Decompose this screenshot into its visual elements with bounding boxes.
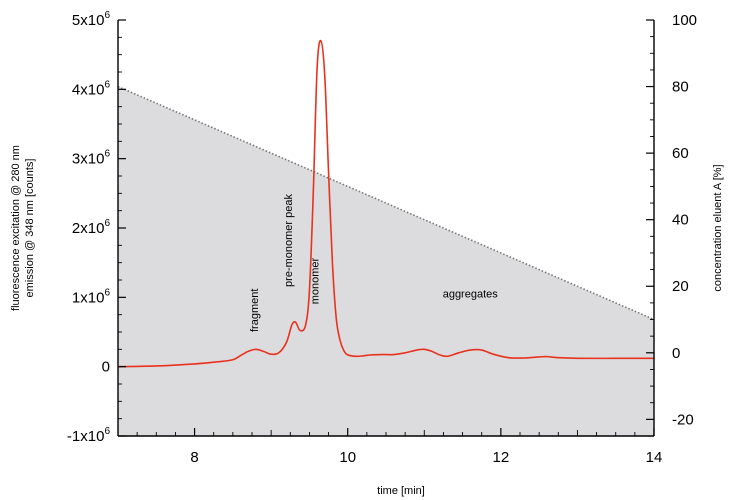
y-left-axis-label-line2: emission @ 348 nm [counts] <box>24 159 36 298</box>
y-right-axis-label: concentration eluent A [%] <box>712 164 724 291</box>
x-tick-label: 8 <box>190 449 198 466</box>
y-right-tick-label: 100 <box>672 12 697 29</box>
y-right-tick-label: 60 <box>672 145 689 162</box>
y-right-tick-label: 80 <box>672 79 689 96</box>
eluent-gradient-line <box>117 85 655 321</box>
peak-annotations: fragment pre-monomer peak monomer aggregate… <box>249 194 498 332</box>
y-left-axis-label-line1: fluorescence excitation @ 280 nm <box>10 145 22 311</box>
y-left-tick-label: 3x106 <box>72 149 111 168</box>
chart-axes: 8 10 12 14 -1x106 0 1x106 2x106 3x106 4x106 5x106 -… <box>67 10 697 466</box>
y-right-tick-label: -20 <box>672 411 694 428</box>
x-tick-label: 14 <box>646 449 663 466</box>
peak-annotation-label: pre-monomer peak <box>283 194 295 287</box>
fluorescence-trace-line <box>117 39 654 368</box>
y-left-tick-label: 4x106 <box>72 79 111 98</box>
y-right-tick-label: 20 <box>672 278 689 295</box>
y-right-tick-label: 0 <box>672 345 680 362</box>
y-left-tick-label: 5x106 <box>72 10 111 29</box>
x-axis-label: time [min] <box>377 485 425 497</box>
x-tick-label: 12 <box>493 449 510 466</box>
y-left-tick-label: 2x106 <box>72 218 111 237</box>
y-left-tick-label: 1x106 <box>72 287 111 306</box>
y-left-tick-label: -1x106 <box>67 426 111 445</box>
peak-annotation-label: monomer <box>310 257 322 304</box>
y-right-tick-label: 40 <box>672 212 689 229</box>
eluent-gradient-area <box>118 86 654 436</box>
peak-annotation-label: aggregates <box>443 288 499 300</box>
x-tick-label: 10 <box>339 449 356 466</box>
gradient-fill-area <box>118 86 654 436</box>
y-left-tick-label: 0 <box>102 359 110 376</box>
peak-annotation-label: fragment <box>249 289 261 332</box>
plot-series <box>117 39 655 368</box>
